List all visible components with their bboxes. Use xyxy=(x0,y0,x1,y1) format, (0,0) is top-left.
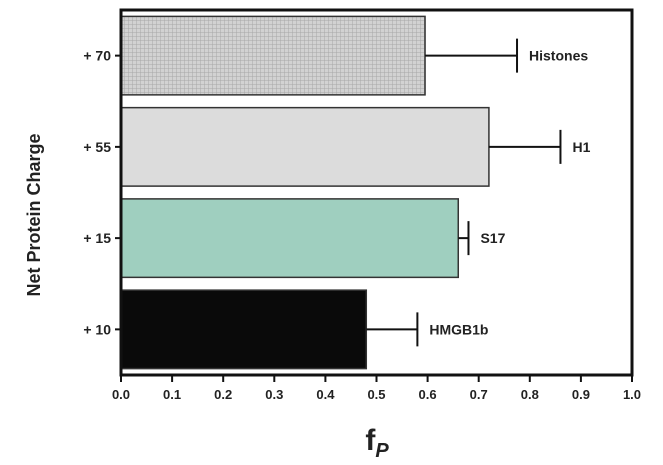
error-bars-layer xyxy=(366,38,562,347)
bar-label: Histones xyxy=(529,48,588,64)
y-category-label: + 70 xyxy=(83,48,111,64)
x-tick-label: 0.4 xyxy=(316,387,335,402)
bar xyxy=(120,198,460,279)
bar-label: S17 xyxy=(480,230,505,246)
x-tick-label: 0.6 xyxy=(419,387,437,402)
y-axis-categories: + 70 + 55 + 15 + 10 xyxy=(83,48,121,337)
x-tick-label: 0.0 xyxy=(112,387,130,402)
x-tick-label: 0.5 xyxy=(367,387,385,402)
y-axis-title: Net Protein Charge xyxy=(24,133,44,296)
x-tick-label: 0.9 xyxy=(572,387,590,402)
x-tick-label: 0.2 xyxy=(214,387,232,402)
bar xyxy=(120,106,490,187)
bar xyxy=(120,15,426,96)
x-tick-label: 0.3 xyxy=(265,387,283,402)
x-axis-title-main: f xyxy=(365,424,376,457)
bar-labels: Histones H1 S17 HMGB1b xyxy=(429,48,590,338)
x-tick-label: 1.0 xyxy=(623,387,641,402)
bar-label: H1 xyxy=(572,139,590,155)
x-axis-ticks: 0.0 0.1 0.2 0.3 0.4 0.5 0.6 0.7 0.8 0.9 1.0 xyxy=(112,375,641,402)
y-category-label: + 55 xyxy=(83,139,111,155)
x-axis-title: fP xyxy=(365,424,389,462)
bars-layer xyxy=(120,15,490,370)
y-category-label: + 15 xyxy=(83,230,111,246)
bar-label: HMGB1b xyxy=(429,321,488,337)
x-tick-label: 0.1 xyxy=(163,387,181,402)
x-tick-label: 0.7 xyxy=(470,387,488,402)
bar xyxy=(120,289,368,370)
y-category-label: + 10 xyxy=(83,321,111,337)
x-axis-title-subscript: P xyxy=(375,440,389,462)
x-tick-label: 0.8 xyxy=(521,387,539,402)
